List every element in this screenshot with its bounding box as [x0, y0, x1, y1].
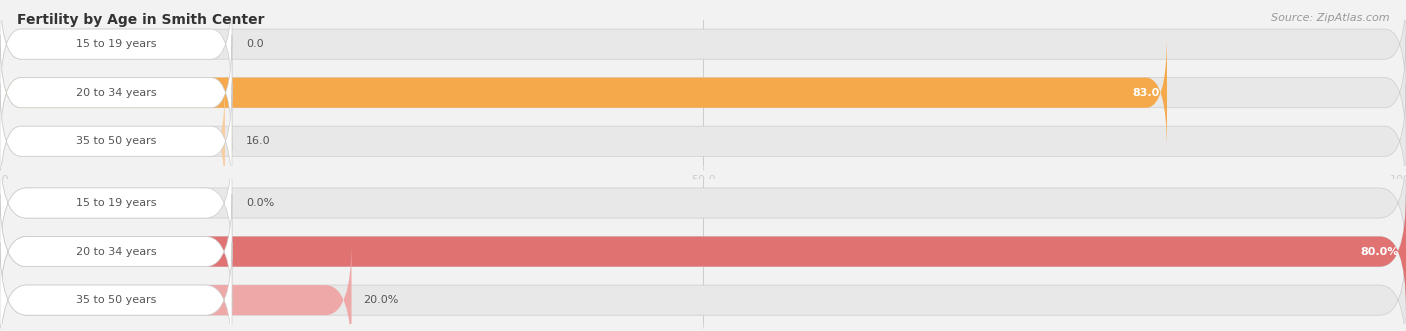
Text: 15 to 19 years: 15 to 19 years — [76, 198, 156, 208]
FancyBboxPatch shape — [0, 242, 1406, 331]
FancyBboxPatch shape — [0, 83, 1406, 199]
Text: 35 to 50 years: 35 to 50 years — [76, 136, 156, 146]
FancyBboxPatch shape — [0, 35, 1406, 151]
Text: 20 to 34 years: 20 to 34 years — [76, 88, 156, 98]
FancyBboxPatch shape — [0, 83, 225, 199]
Text: 0.0%: 0.0% — [246, 198, 274, 208]
FancyBboxPatch shape — [0, 145, 232, 261]
Text: 16.0: 16.0 — [246, 136, 271, 146]
Text: Source: ZipAtlas.com: Source: ZipAtlas.com — [1271, 13, 1389, 23]
FancyBboxPatch shape — [0, 194, 1406, 309]
FancyBboxPatch shape — [0, 35, 1167, 151]
FancyBboxPatch shape — [0, 35, 232, 151]
Text: 15 to 19 years: 15 to 19 years — [76, 39, 156, 49]
Text: 0.0: 0.0 — [246, 39, 264, 49]
FancyBboxPatch shape — [0, 242, 232, 331]
FancyBboxPatch shape — [0, 194, 232, 309]
Text: 80.0%: 80.0% — [1361, 247, 1399, 257]
FancyBboxPatch shape — [0, 194, 1406, 309]
FancyBboxPatch shape — [0, 83, 232, 199]
FancyBboxPatch shape — [0, 242, 352, 331]
Text: 20 to 34 years: 20 to 34 years — [76, 247, 156, 257]
Text: 83.0: 83.0 — [1133, 88, 1160, 98]
FancyBboxPatch shape — [0, 0, 232, 102]
Text: 35 to 50 years: 35 to 50 years — [76, 295, 156, 305]
FancyBboxPatch shape — [0, 145, 1406, 261]
Text: 20.0%: 20.0% — [363, 295, 398, 305]
FancyBboxPatch shape — [0, 0, 1406, 102]
Text: Fertility by Age in Smith Center: Fertility by Age in Smith Center — [17, 13, 264, 27]
